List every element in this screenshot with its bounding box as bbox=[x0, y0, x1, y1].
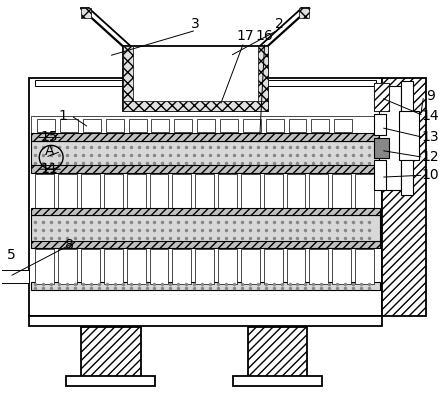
Bar bbox=[127, 249, 146, 284]
Bar bbox=[299, 9, 309, 18]
Bar bbox=[311, 119, 329, 132]
Bar bbox=[332, 249, 351, 284]
Bar bbox=[401, 81, 412, 195]
Bar bbox=[379, 86, 401, 190]
Bar bbox=[218, 249, 237, 284]
Bar bbox=[399, 111, 419, 160]
Bar bbox=[32, 141, 380, 167]
Bar bbox=[66, 376, 155, 386]
Text: 2: 2 bbox=[275, 17, 284, 31]
Text: 3: 3 bbox=[191, 17, 199, 31]
Bar bbox=[32, 215, 380, 242]
Text: 12: 12 bbox=[422, 150, 440, 164]
Bar bbox=[197, 119, 215, 132]
Bar bbox=[258, 46, 268, 111]
Bar bbox=[382, 78, 426, 316]
Bar bbox=[58, 174, 77, 210]
Bar bbox=[309, 174, 328, 210]
Bar bbox=[104, 249, 123, 284]
Bar bbox=[309, 249, 328, 284]
Bar bbox=[355, 249, 374, 284]
Bar bbox=[374, 83, 389, 111]
Bar bbox=[220, 119, 238, 132]
Bar bbox=[374, 83, 389, 111]
Bar bbox=[248, 327, 307, 379]
Bar bbox=[35, 174, 54, 210]
Bar bbox=[29, 316, 382, 326]
Bar bbox=[264, 174, 282, 210]
Bar bbox=[37, 119, 55, 132]
Text: 8: 8 bbox=[65, 238, 74, 252]
Bar bbox=[81, 9, 91, 18]
Bar bbox=[32, 165, 380, 173]
Text: A: A bbox=[44, 144, 54, 158]
Bar bbox=[123, 46, 133, 111]
Bar bbox=[32, 282, 380, 290]
Bar bbox=[0, 270, 29, 284]
Bar bbox=[264, 249, 282, 284]
Bar bbox=[151, 119, 169, 132]
Bar bbox=[129, 119, 147, 132]
Bar bbox=[104, 174, 123, 210]
Text: 9: 9 bbox=[426, 89, 435, 103]
Bar bbox=[218, 174, 237, 210]
Bar bbox=[32, 115, 380, 135]
Bar bbox=[127, 174, 146, 210]
Bar bbox=[286, 249, 305, 284]
Bar bbox=[81, 249, 100, 284]
Bar bbox=[289, 119, 306, 132]
Text: 16: 16 bbox=[256, 29, 274, 43]
Bar bbox=[29, 78, 382, 316]
Bar bbox=[35, 80, 376, 86]
Bar bbox=[374, 160, 386, 190]
Bar bbox=[83, 119, 101, 132]
Bar bbox=[195, 249, 214, 284]
Bar bbox=[172, 249, 191, 284]
Text: 13: 13 bbox=[422, 130, 440, 145]
Text: 1: 1 bbox=[59, 109, 67, 123]
Text: 5: 5 bbox=[7, 247, 16, 262]
Text: 11: 11 bbox=[40, 162, 58, 176]
Bar bbox=[374, 114, 386, 135]
Bar bbox=[106, 119, 124, 132]
Text: 17: 17 bbox=[236, 29, 254, 43]
Bar bbox=[195, 174, 214, 210]
Bar bbox=[332, 174, 351, 210]
Bar bbox=[172, 174, 191, 210]
Bar bbox=[241, 174, 260, 210]
Bar bbox=[241, 249, 260, 284]
Bar bbox=[123, 46, 268, 111]
Bar bbox=[123, 101, 268, 111]
Bar bbox=[334, 119, 352, 132]
Bar bbox=[32, 134, 380, 141]
Bar bbox=[60, 119, 78, 132]
Text: 15: 15 bbox=[40, 130, 58, 145]
Bar bbox=[286, 174, 305, 210]
Bar bbox=[32, 241, 380, 248]
Bar bbox=[233, 376, 322, 386]
Bar bbox=[355, 174, 374, 210]
Text: 14: 14 bbox=[422, 109, 440, 123]
Bar bbox=[243, 119, 261, 132]
Bar bbox=[266, 119, 284, 132]
Bar bbox=[58, 249, 77, 284]
Text: 10: 10 bbox=[422, 168, 440, 182]
Bar bbox=[150, 249, 168, 284]
Bar bbox=[35, 249, 54, 284]
Bar bbox=[174, 119, 192, 132]
Bar bbox=[81, 327, 141, 379]
Bar bbox=[150, 174, 168, 210]
Bar bbox=[32, 208, 380, 215]
Bar bbox=[374, 139, 389, 158]
Bar bbox=[81, 174, 100, 210]
